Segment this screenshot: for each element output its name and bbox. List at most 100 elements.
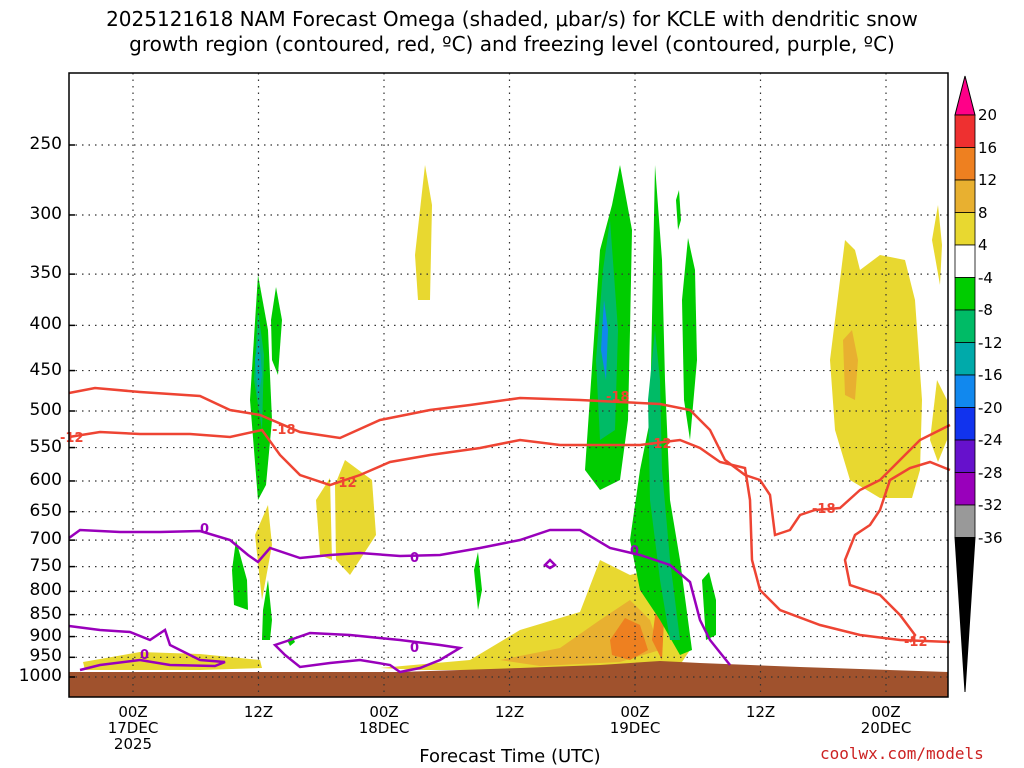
x-tick-label-line: 00Z	[369, 703, 399, 721]
colorbar-swatch	[954, 374, 976, 408]
x-tick-label: 00Z 19DEC	[595, 704, 675, 736]
colorbar-swatch	[954, 212, 976, 246]
omega-shade	[335, 460, 376, 575]
omega-shade	[702, 572, 716, 640]
omega-shade	[682, 238, 697, 440]
omega-shade	[676, 190, 681, 230]
y-tick-label: 800	[29, 580, 62, 601]
contour-lines: -12 -18 -12 -18 -12 -18 -12 0 0 0 0 0	[60, 386, 951, 674]
colorbar-label: 4	[978, 236, 988, 254]
contour-line	[272, 631, 464, 674]
omega-shade	[232, 540, 248, 610]
x-tick-label: 00Z 17DEC 2025	[93, 704, 173, 752]
omega-shade	[930, 380, 947, 462]
contour-label: -12	[904, 635, 928, 650]
colorbar-swatch	[954, 504, 976, 538]
omega-shade	[415, 165, 432, 300]
y-tick-label: 600	[29, 469, 62, 490]
terrain-fill	[69, 661, 948, 697]
colorbar-label: -36	[978, 528, 1003, 547]
colorbar-top-arrow	[954, 75, 976, 116]
colorbar-swatch	[954, 439, 976, 473]
colorbar-label: -12	[978, 333, 1003, 352]
y-tick-label: 950	[29, 646, 62, 667]
omega-shade	[83, 652, 262, 670]
omega-shade	[262, 580, 272, 640]
contour-label: -12	[333, 476, 357, 491]
omega-shade	[843, 330, 858, 400]
omega-shade	[474, 552, 482, 610]
x-tick-label-line: 12Z	[745, 703, 776, 721]
colorbar-label: 12	[978, 171, 998, 189]
y-tick-label: 350	[29, 263, 62, 284]
contour-label: 0	[410, 641, 419, 656]
colorbar-label: 8	[978, 203, 988, 222]
y-tick-label: 750	[29, 555, 62, 576]
omega-shade	[648, 330, 680, 640]
colorbar-swatch	[954, 179, 976, 213]
colorbar-swatch	[954, 309, 976, 343]
y-tick-label: 250	[29, 134, 62, 154]
x-tick-label: 12Z	[470, 704, 550, 720]
omega-shade	[830, 240, 922, 498]
omega-shade	[271, 287, 282, 375]
colorbar-label: -16	[978, 366, 1003, 384]
x-axis-label: Forecast Time (UTC)	[419, 746, 601, 767]
x-tick-label-line: 2025	[113, 735, 153, 753]
omega-shade	[601, 300, 608, 380]
colorbar-bottom-arrow	[954, 537, 976, 693]
y-tick-label: 700	[29, 529, 62, 550]
y-tick-label: 550	[29, 436, 62, 457]
chart-title-line2: growth region (contoured, red, ºC) and f…	[129, 32, 895, 56]
contour-label: -12	[648, 437, 672, 452]
contour-label: 0	[630, 544, 639, 559]
colorbar-swatch	[954, 147, 976, 181]
contour-label: -18	[812, 502, 836, 517]
omega-shade	[932, 205, 942, 285]
colorbar-label: 16	[978, 138, 998, 157]
y-tick-label: 500	[29, 400, 62, 420]
colorbar-label: -32	[978, 496, 1003, 514]
y-tick-label: 400	[29, 314, 62, 335]
omega-shade	[316, 478, 332, 560]
y-tick-label: 300	[29, 203, 62, 224]
contour-line	[68, 386, 951, 537]
colorbar-label: -4	[978, 268, 993, 287]
omega-shade	[255, 335, 262, 400]
credit-link[interactable]: coolwx.com/models	[820, 744, 984, 763]
x-tick-label-line: 00Z	[118, 703, 148, 721]
contour-line	[542, 558, 558, 570]
x-tick-label-line: 12Z	[494, 703, 525, 721]
colorbar-label: -8	[978, 301, 993, 319]
contour-line	[68, 428, 951, 644]
x-tick-label-line: 00Z	[871, 703, 901, 721]
contour-label: -12	[60, 431, 84, 446]
colorbar	[954, 75, 976, 693]
contour-line	[843, 460, 951, 643]
grid-lines	[69, 73, 948, 697]
colorbar-label: -28	[978, 463, 1003, 482]
contour-label: 0	[200, 522, 209, 537]
colorbar-swatch	[954, 114, 976, 148]
x-tick-label: 12Z	[219, 704, 299, 720]
contour-label: 0	[410, 551, 419, 566]
omega-shading	[83, 165, 947, 670]
contour-line	[68, 528, 731, 666]
contour-label: -18	[272, 423, 296, 438]
colorbar-swatch	[954, 277, 976, 311]
contour-line	[68, 624, 226, 672]
plot-border	[68, 72, 949, 698]
y-tick-label: 900	[29, 625, 62, 646]
colorbar-swatch	[954, 407, 976, 441]
contour-label: -18	[606, 390, 630, 405]
x-tick-label-line: 17DEC	[107, 719, 159, 737]
y-tick-label: 850	[29, 603, 62, 624]
x-tick-label: 00Z 18DEC	[344, 704, 424, 736]
colorbar-label: -20	[978, 398, 1003, 417]
contour-label: 0	[140, 648, 149, 663]
terrain	[69, 661, 948, 697]
x-tick-label: 12Z	[721, 704, 801, 720]
plot-frame	[68, 72, 949, 698]
y-tick-label: 650	[29, 500, 62, 521]
